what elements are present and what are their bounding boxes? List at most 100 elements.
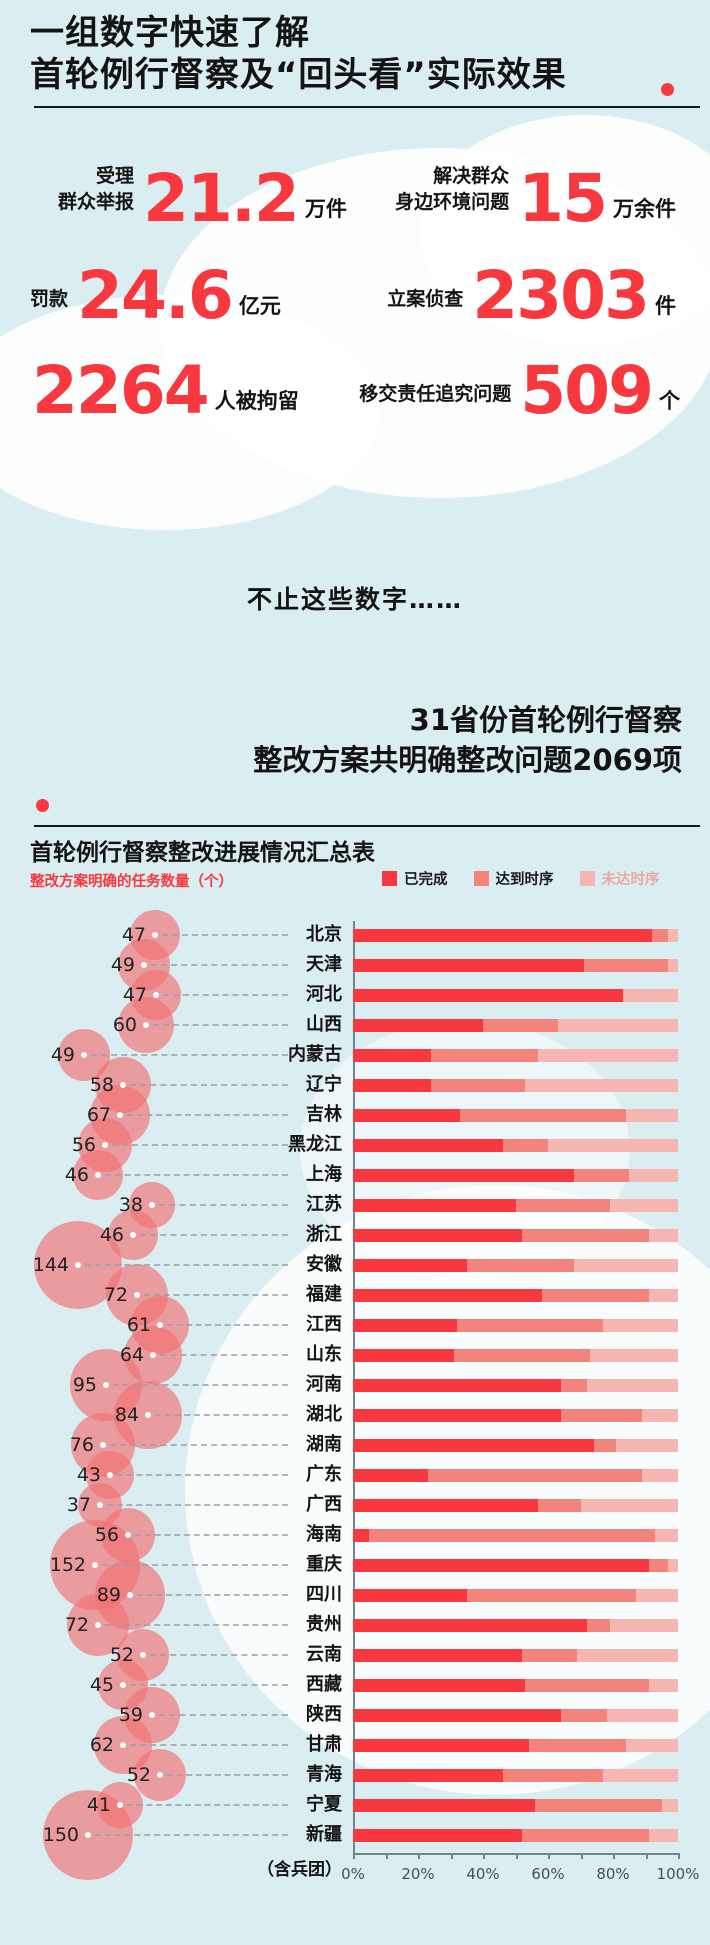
task-count-label: 67 [86,1104,111,1126]
bar-segment-已完成 [353,1799,535,1812]
progress-bar-天津 [353,959,678,972]
bar-segment-达到时序 [466,1589,636,1602]
stat-value: 2264 [32,352,210,429]
province-label: 海南 [306,1524,342,1545]
bubble-center-dot [120,1082,126,1088]
task-count-label: 64 [119,1344,144,1366]
bubble-center-dot [157,1322,163,1328]
task-count-label: 49 [50,1044,75,1066]
task-count-label: 152 [49,1554,86,1576]
bar-segment-已完成 [353,1169,574,1182]
bar-segment-已完成 [353,1499,539,1512]
chart-area: 47 北京 49 天津 47 河北 60 山西 49 内蒙古 58 辽宁 67 吉林 56 黑龙江 46 上海 38… [0,905,710,1945]
bar-segment-未达时序 [635,1589,678,1602]
bar-segment-未达时序 [626,1739,678,1752]
province-label: 吉林 [306,1104,342,1125]
stat-value: 2303 [472,257,650,334]
bar-segment-达到时序 [535,1799,662,1812]
stat-unit: 万件 [304,197,347,221]
x-axis-tick-label: 60% [531,1865,565,1883]
bar-segment-达到时序 [528,1739,626,1752]
stat-label-line: 身边环境问题 [395,191,510,213]
progress-bar-河北 [353,989,678,1002]
bar-segment-达到时序 [515,1199,610,1212]
bar-segment-达到时序 [427,1469,643,1482]
bubble-center-dot [130,1232,136,1238]
progress-bar-云南 [353,1649,678,1662]
progress-bar-新疆 [353,1829,678,1842]
bar-segment-达到时序 [522,1229,649,1242]
progress-bar-山西 [353,1019,678,1032]
province-label: 重庆 [306,1554,342,1575]
bar-segment-未达时序 [616,1439,678,1452]
bar-segment-达到时序 [525,1679,649,1692]
bar-segment-已完成 [353,1589,467,1602]
task-count-label: 45 [89,1674,114,1696]
connector-line [110,1444,288,1446]
province-label: 福建 [306,1284,342,1305]
province-label: 甘肃 [306,1734,342,1755]
province-label: 内蒙古 [288,1044,342,1065]
province-label: 青海 [306,1764,342,1785]
section-title-line2: 整改方案共明确整改问题2069项 [253,743,682,777]
province-label: 河南 [306,1374,342,1395]
bar-segment-已完成 [353,1229,522,1242]
province-label: 宁夏 [306,1794,342,1815]
connector-line [155,1414,288,1416]
connector-line [159,1714,288,1716]
x-axis-tick [385,1853,388,1859]
stats-row: 2264 人被拘留 移交责任追究问题 509 个 [32,338,680,429]
progress-bar-青海 [353,1769,678,1782]
x-axis-tick [353,1853,355,1859]
bar-segment-达到时序 [561,1409,643,1422]
stat-label-line: 罚款 [30,288,69,310]
task-count-label: 89 [96,1584,121,1606]
bubble-center-dot [152,932,158,938]
chart-legend: 已完成 达到时序 未达时序 [382,868,660,889]
bar-segment-达到时序 [502,1769,604,1782]
legend-swatch-icon [579,871,595,886]
bar-segment-已完成 [353,1079,431,1092]
bar-segment-已完成 [353,1649,522,1662]
province-label: 河北 [306,984,342,1005]
connector-line [167,1774,288,1776]
bar-segment-未达时序 [642,1469,678,1482]
bubble-center-dot [102,1142,108,1148]
x-axis-tick [645,1853,648,1859]
chart-legend-row: 整改方案明确的任务数量（个） 已完成 达到时序 未达时序 [30,868,680,890]
bubble-center-dot [117,1802,123,1808]
bar-segment-已完成 [353,1109,461,1122]
task-count-label: 62 [89,1734,114,1756]
interlude-text: 不止这些数字…… [246,585,463,614]
connector-line [159,1204,288,1206]
connector-line [102,1564,288,1566]
bar-segment-已完成 [353,1529,370,1542]
bar-segment-已完成 [353,989,623,1002]
connector-line [95,1834,288,1836]
bubble-center-dot [157,1772,163,1778]
task-count-label: 61 [126,1314,151,1336]
progress-bar-北京 [353,929,678,942]
province-label: 天津 [306,954,342,975]
progress-bar-吉林 [353,1109,678,1122]
bubble-center-dot [95,1172,101,1178]
progress-bar-四川 [353,1589,678,1602]
bar-segment-已完成 [353,1289,542,1302]
connector-line [167,1324,288,1326]
task-count-label: 52 [126,1764,151,1786]
task-count-label: 49 [110,954,135,976]
bubble-center-dot [103,1382,109,1388]
bubble-center-dot [120,1742,126,1748]
bubble-center-dot [145,1412,151,1418]
bubble-center-dot [117,1112,123,1118]
bar-segment-达到时序 [561,1379,587,1392]
bar-segment-未达时序 [548,1139,678,1152]
province-label: 上海 [306,1164,342,1185]
bar-segment-未达时序 [580,1499,678,1512]
task-count-label: 38 [118,1194,143,1216]
bar-segment-已完成 [353,1439,594,1452]
task-count-label: 72 [103,1284,128,1306]
progress-bar-广东 [353,1469,678,1482]
task-count-label: 46 [64,1164,89,1186]
progress-bar-甘肃 [353,1739,678,1752]
